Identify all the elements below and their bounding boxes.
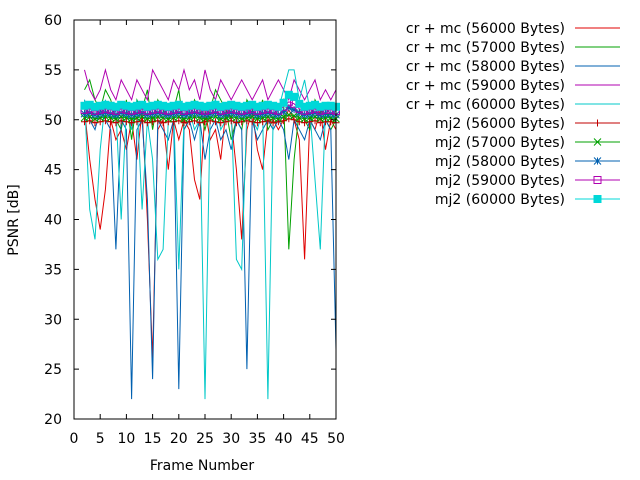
y-tick-label: 55	[44, 63, 62, 79]
series-4	[84, 67, 337, 102]
x-tick-label: 45	[301, 431, 319, 447]
series-10	[80, 90, 340, 111]
y-tick-label: 40	[44, 213, 62, 229]
data-point	[290, 111, 298, 120]
x-tick-label: 15	[144, 431, 162, 447]
y-tick-label: 25	[44, 362, 62, 378]
data-point	[280, 117, 288, 125]
legend-label: mj2 (56000 Bytes)	[435, 116, 565, 132]
legend-marker	[593, 138, 602, 146]
x-tick-label: 20	[170, 431, 188, 447]
legend-label: cr + mc (56000 Bytes)	[406, 21, 565, 37]
x-tick-label: 10	[117, 431, 135, 447]
data-point	[80, 118, 88, 126]
legend-label: cr + mc (57000 Bytes)	[406, 40, 565, 56]
plot-frame	[73, 19, 337, 420]
data-point	[284, 103, 293, 112]
data-point	[91, 119, 99, 127]
data-point	[232, 119, 240, 127]
legend-label: mj2 (58000 Bytes)	[435, 154, 565, 170]
series-line	[84, 108, 337, 360]
y-tick-label: 60	[44, 13, 62, 29]
y-tick-label: 35	[44, 262, 62, 278]
data-point	[159, 119, 167, 127]
x-axis-label: Frame Number	[150, 458, 255, 474]
data-point	[290, 105, 298, 114]
data-point	[128, 119, 136, 127]
data-point	[196, 119, 204, 127]
y-tick-label: 50	[44, 113, 62, 129]
legend-marker	[593, 157, 602, 165]
x-tick-label: 30	[222, 431, 240, 447]
series-3	[84, 99, 337, 400]
x-tick-label: 40	[275, 431, 293, 447]
data-point	[217, 119, 225, 127]
x-tick-label: 50	[327, 431, 345, 447]
series-line	[84, 101, 337, 112]
x-tick-label: 5	[96, 431, 105, 447]
data-point	[279, 98, 288, 107]
legend-marker	[594, 119, 601, 127]
series-layer	[80, 67, 340, 400]
series-line	[84, 99, 337, 400]
data-point	[290, 92, 299, 101]
tick-layer: 0 5 10 15 20 25 30 35 40 45 50 20 25 30 35 40 45 50 55 60	[44, 13, 345, 447]
x-tick-label: 35	[248, 431, 266, 447]
series-1	[84, 108, 337, 360]
y-tick-label: 20	[44, 412, 62, 428]
data-point	[253, 119, 261, 127]
legend-marker	[593, 176, 602, 184]
legend-label: cr + mc (58000 Bytes)	[406, 59, 565, 75]
data-point	[301, 119, 309, 127]
legend-label: cr + mc (59000 Bytes)	[406, 78, 565, 94]
legend-label: mj2 (60000 Bytes)	[435, 192, 565, 208]
data-point	[316, 119, 324, 127]
legend-label: cr + mc (60000 Bytes)	[406, 97, 565, 113]
y-axis-label: PSNR [dB]	[6, 184, 22, 255]
legend-marker	[593, 195, 602, 203]
x-tick-label: 25	[196, 431, 214, 447]
legend-label: mj2 (59000 Bytes)	[435, 173, 565, 189]
data-point	[290, 116, 298, 124]
data-point	[180, 119, 188, 127]
y-tick-label: 30	[44, 312, 62, 328]
series-line	[84, 67, 337, 102]
data-point	[112, 119, 120, 127]
data-point	[143, 119, 151, 127]
data-point	[279, 107, 288, 116]
x-tick-label: 0	[70, 431, 79, 447]
legend: cr + mc (56000 Bytes) cr + mc (57000 Byte…	[406, 21, 620, 208]
legend-label: mj2 (57000 Bytes)	[435, 135, 565, 151]
y-tick-label: 45	[44, 163, 62, 179]
data-point	[269, 119, 277, 127]
